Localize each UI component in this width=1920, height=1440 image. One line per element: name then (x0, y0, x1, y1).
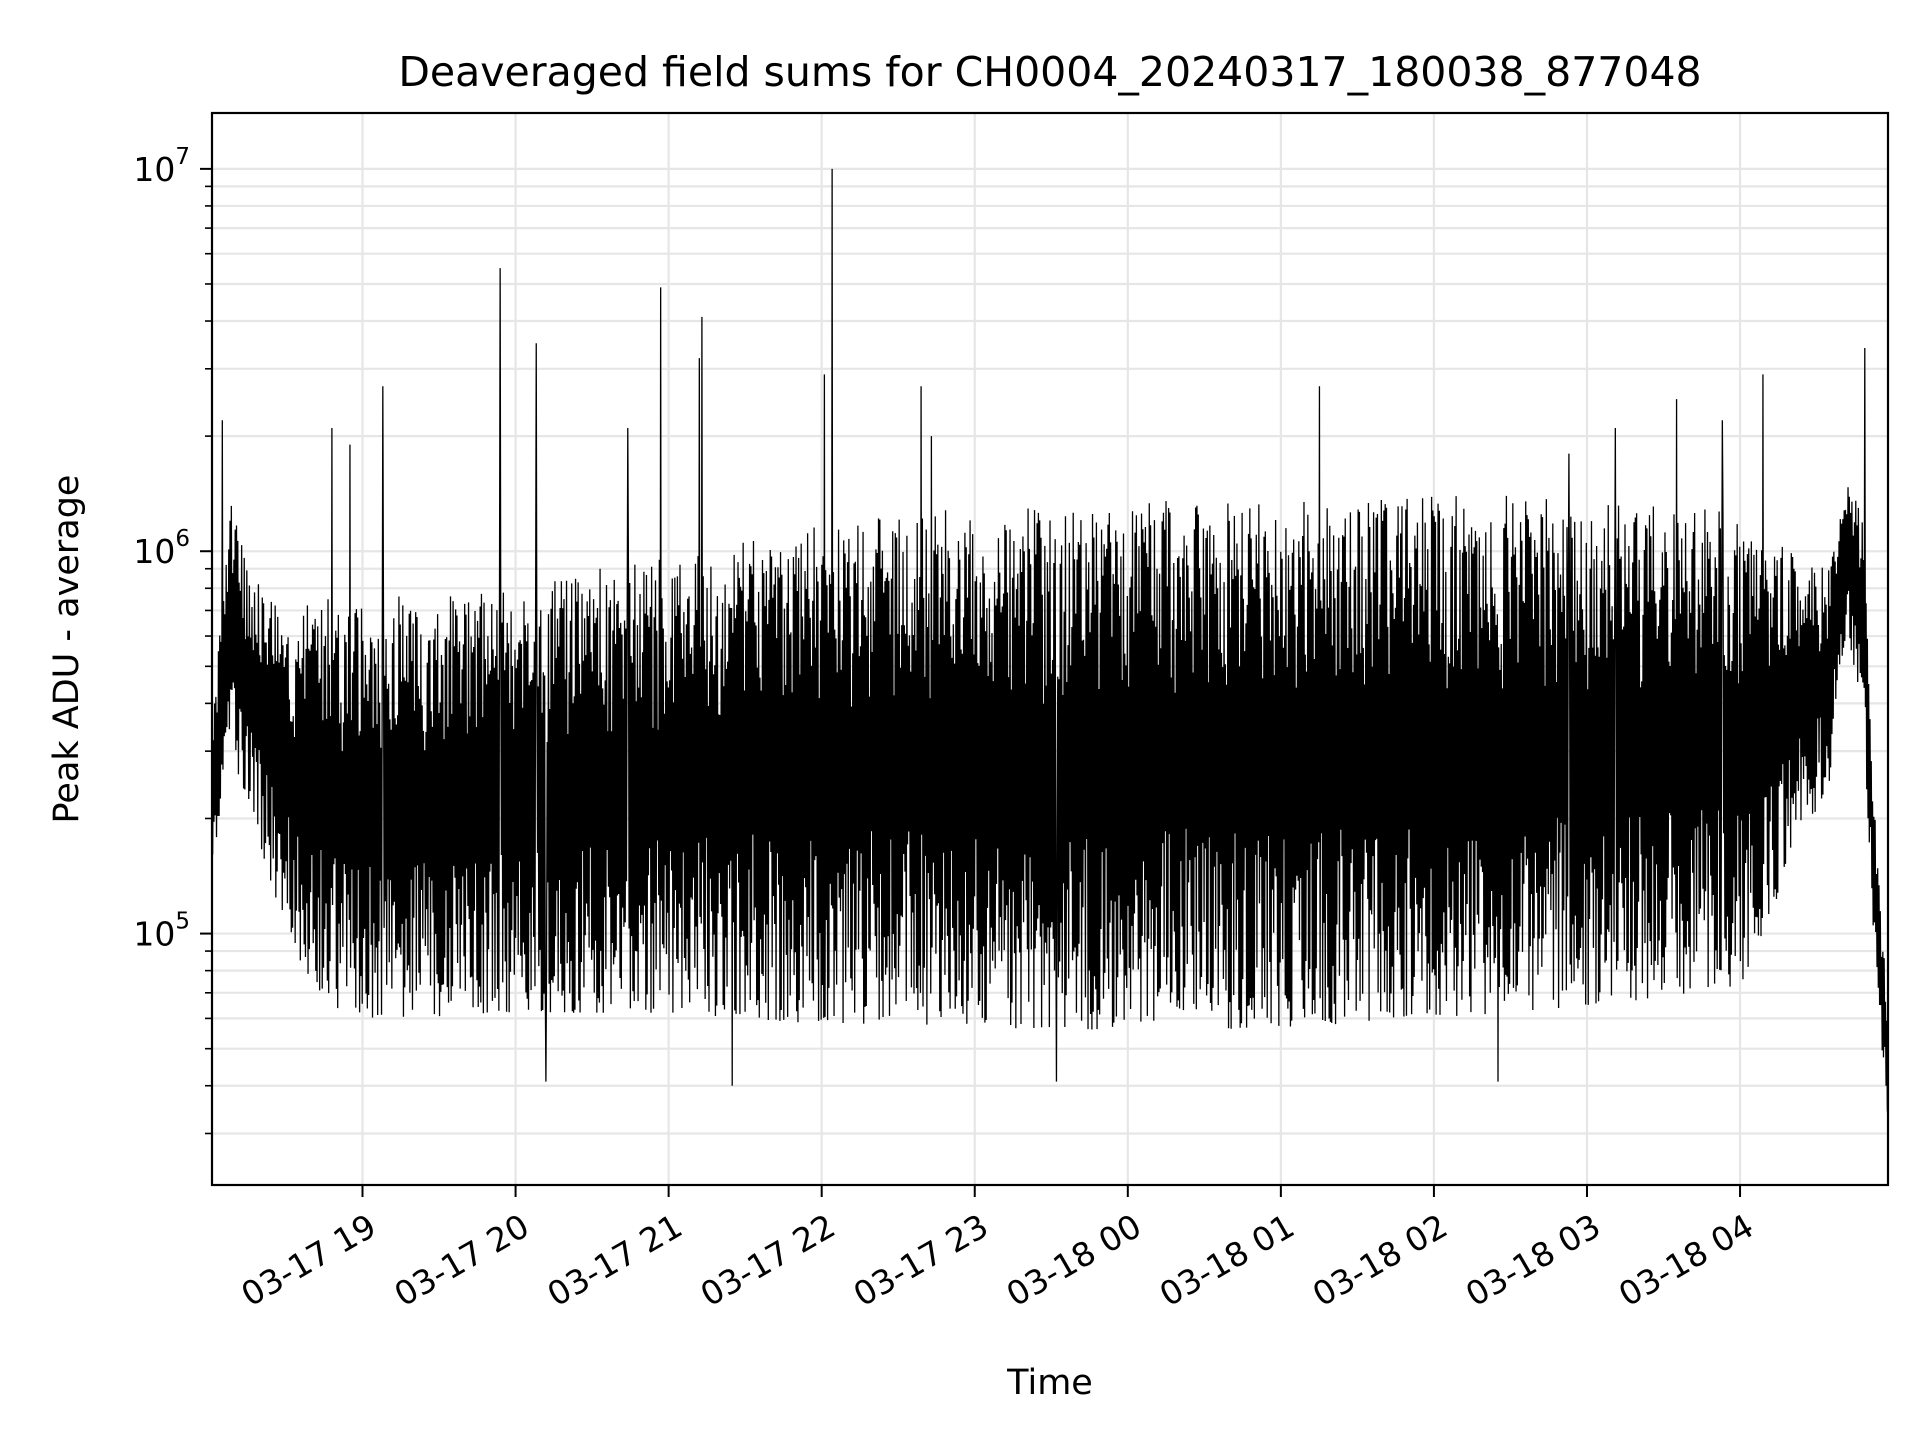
chart-title: Deaveraged field sums for CH0004_2024031… (398, 48, 1701, 96)
x-axis-label: Time (1006, 1363, 1093, 1403)
y-tick-label: 105 (133, 909, 190, 954)
data-series (212, 168, 1888, 1118)
y-tick-label: 106 (133, 526, 190, 571)
y-axis-ticks: 105 106 107 (133, 144, 212, 1135)
y-axis-label: Peak ADU - average (47, 475, 87, 824)
series-line (212, 168, 1888, 1118)
plot-frame (210, 111, 1890, 1187)
y-tick-label: 107 (133, 144, 190, 189)
